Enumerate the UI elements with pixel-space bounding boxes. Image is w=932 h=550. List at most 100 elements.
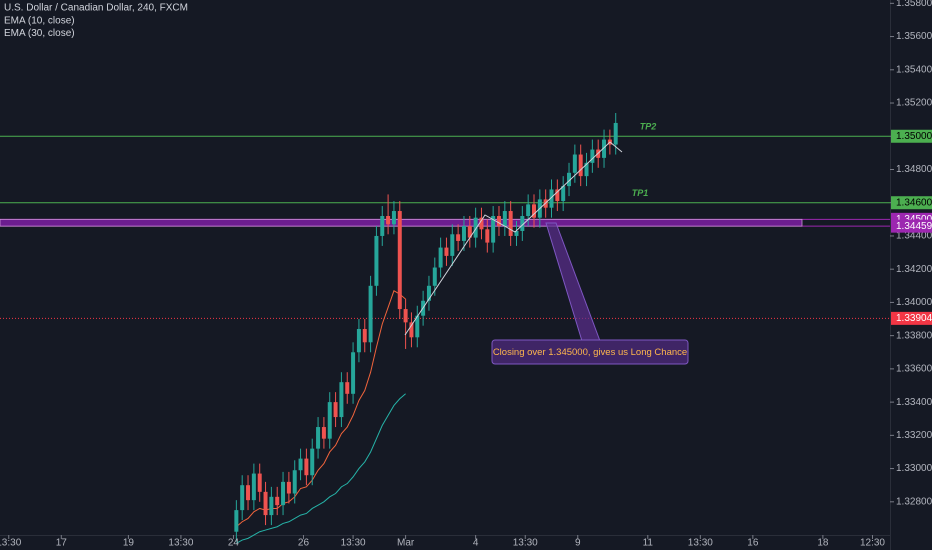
plot-area: TP2 TP1 [0, 112, 890, 544]
level-label: 1.34500 [896, 214, 932, 225]
y-tick-label: 1.32800 [896, 496, 932, 507]
candle-body [473, 217, 478, 238]
x-tick-label: 11 [643, 538, 654, 549]
candle-body [532, 204, 536, 218]
candle-body [333, 402, 338, 418]
candle-body [380, 216, 385, 236]
candle-body [362, 329, 367, 343]
candle-body [251, 473, 256, 501]
candle-body [368, 285, 373, 343]
candle-body [269, 496, 274, 516]
x-tick-label: 19 [123, 538, 135, 549]
candle-body [555, 189, 560, 202]
candle-body [246, 485, 251, 501]
legend-entry: EMA (10, close) [4, 16, 75, 27]
candle-body [409, 322, 414, 338]
candle-body [397, 211, 402, 310]
level-name: TP1 [632, 188, 649, 198]
candle-body [514, 230, 519, 236]
x-tick-label: Mar [397, 538, 415, 549]
x-tick-label: 12:30 [860, 538, 885, 549]
candle-body [496, 216, 501, 226]
chart-title: U.S. Dollar / Canadian Dollar, 240, FXCM [4, 3, 188, 14]
candle-body [456, 234, 461, 241]
candle-body [602, 139, 607, 158]
candle-body [549, 189, 554, 208]
candle-body [415, 315, 420, 338]
candle-body [374, 235, 379, 286]
y-tick-label: 1.33400 [896, 397, 932, 408]
candle-body [578, 154, 583, 177]
level-label: 1.34459 [896, 221, 932, 232]
ema-line [236, 393, 406, 544]
candle-body [520, 216, 525, 231]
candle-body [275, 496, 280, 506]
candle-body [386, 216, 391, 225]
x-tick-label: 13:30 [513, 538, 538, 549]
level-label: 1.34600 [896, 197, 932, 208]
candle-body [613, 122, 618, 145]
candle-body [590, 149, 595, 163]
y-tick-label: 1.33000 [896, 463, 932, 474]
x-tick-label: 13:30 [0, 538, 22, 549]
callout-text: Closing over 1.345000, gives us Long Cha… [493, 347, 687, 358]
x-tick-label: 16 [747, 538, 759, 549]
candle-body [561, 186, 566, 202]
level-tag [891, 129, 932, 143]
level-tag [891, 311, 932, 325]
candle-body [327, 402, 332, 439]
candle-body [572, 154, 577, 173]
candle-body [240, 485, 245, 511]
candle-body [438, 247, 443, 268]
x-tick-label: 13:30 [688, 538, 713, 549]
callout-box [491, 339, 689, 365]
y-tick-label: 1.33200 [896, 430, 932, 441]
candle-body [391, 211, 396, 225]
candle-body [508, 211, 513, 236]
x-tick-label: 18 [817, 538, 829, 549]
x-tick-label: 13:30 [168, 538, 193, 549]
y-tick-label: 1.34200 [896, 264, 932, 275]
candle-body [567, 172, 572, 187]
candle-body [345, 382, 350, 394]
legend-entry: EMA (30, close) [4, 28, 75, 39]
x-tick-label: 24 [228, 538, 240, 549]
candle-body [403, 309, 408, 323]
level-tag [891, 219, 932, 233]
x-tick-label: 9 [575, 538, 581, 549]
level-name: TP2 [640, 122, 657, 132]
candle-body [304, 458, 309, 476]
candle-body [584, 162, 589, 177]
x-tick-label: 4 [473, 538, 479, 549]
trend-drawing [404, 141, 623, 336]
x-tick-label: 13:30 [341, 538, 366, 549]
candle-body [426, 285, 431, 301]
candle-body [461, 225, 466, 241]
y-tick-label: 1.35400 [896, 64, 932, 75]
y-tick-label: 1.35200 [896, 98, 932, 109]
candle-body [450, 234, 455, 256]
candle-body [292, 470, 297, 494]
x-tick-label: 17 [56, 538, 68, 549]
candle-body [502, 211, 507, 226]
candle-body [286, 481, 291, 494]
y-tick-label: 1.33800 [896, 330, 932, 341]
candle-body [526, 204, 531, 217]
y-tick-label: 1.34400 [896, 231, 932, 242]
y-tick-label: 1.33600 [896, 364, 932, 375]
candle-body [467, 225, 472, 238]
y-tick-label: 1.34000 [896, 297, 932, 308]
candle-body [263, 491, 268, 516]
candle-body [316, 427, 321, 449]
y-tick-label: 1.35800 [896, 0, 932, 9]
level-label: 1.35000 [896, 131, 932, 142]
candle-body [479, 217, 484, 230]
candle-body [310, 448, 315, 476]
candle-body [339, 382, 344, 418]
candle-body [356, 329, 361, 353]
candle-body [432, 267, 437, 286]
candle-body [444, 247, 449, 256]
